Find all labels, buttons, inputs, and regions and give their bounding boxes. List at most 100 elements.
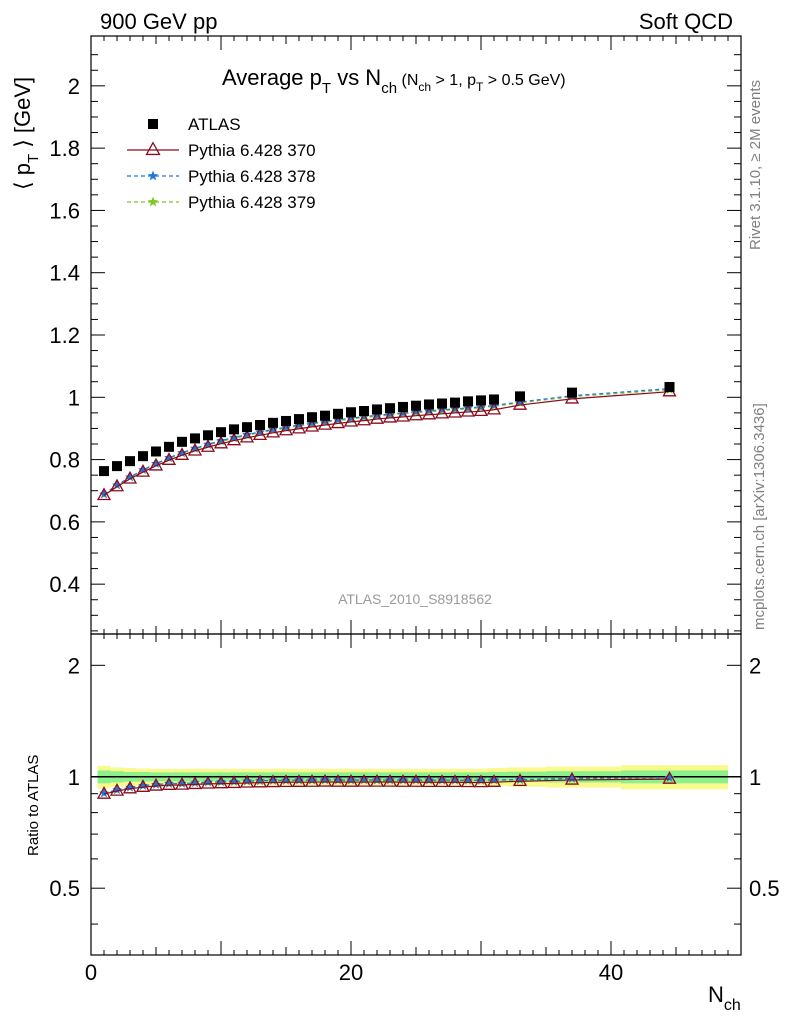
ratio-y-tick-label: 2 <box>68 653 80 678</box>
point-atlas <box>203 430 213 441</box>
point-atlas <box>112 461 122 472</box>
point-pythia-370 <box>135 464 151 477</box>
point-atlas <box>190 433 200 444</box>
point-pythia-378 <box>294 420 304 430</box>
ratio-point-pythia-378 <box>255 775 265 785</box>
series-line-pythia-370 <box>103 391 670 496</box>
point-pythia-370 <box>96 487 112 501</box>
ratio-point-pythia-370 <box>304 774 320 787</box>
ratio-point-pythia-370 <box>278 774 294 787</box>
title-cut-b: > 1, p <box>431 72 476 89</box>
header-left-label: 900 GeV pp <box>100 9 217 34</box>
ratio-point-pythia-378 <box>294 775 304 785</box>
point-pythia-370 <box>161 452 177 465</box>
point-atlas <box>411 400 421 411</box>
point-atlas <box>359 405 369 416</box>
header-right-label: Soft QCD <box>639 9 733 34</box>
point-atlas <box>567 387 577 398</box>
point-pythia-370 <box>122 470 138 484</box>
point-pythia-370 <box>187 442 203 456</box>
ratio-point-pythia-378 <box>664 772 675 782</box>
point-atlas <box>398 401 408 412</box>
legend-label: Pythia 6.428 370 <box>188 141 316 160</box>
point-pythia-378 <box>138 464 148 474</box>
point-pythia-370 <box>395 408 411 422</box>
point-pythia-378 <box>268 424 278 434</box>
point-atlas <box>515 391 525 402</box>
y-label-post: ⟩ [GeV] <box>10 77 35 154</box>
point-pythia-370 <box>291 420 307 434</box>
ratio-point-pythia-370 <box>317 773 333 787</box>
point-atlas <box>99 466 109 477</box>
ratio-plot-frame <box>90 633 742 956</box>
x-label-main: N <box>708 982 724 1007</box>
point-pythia-378 <box>398 407 408 417</box>
point-pythia-370 <box>278 422 294 436</box>
point-atlas <box>307 412 317 423</box>
ratio-point-pythia-378 <box>476 775 486 785</box>
point-atlas <box>463 396 473 407</box>
point-pythia-370 <box>382 409 398 423</box>
y-tick-label: 1 <box>68 385 80 410</box>
point-pythia-378 <box>190 443 200 453</box>
ratio-point-pythia-370 <box>564 771 580 785</box>
chart-title: Average pT vs Nch (Nch > 1, pT > 0.5 GeV… <box>222 65 566 97</box>
legend-marker-pythia-370 <box>145 141 161 156</box>
point-atlas <box>294 414 304 425</box>
point-atlas <box>333 408 343 419</box>
legend-label: Pythia 6.428 378 <box>188 167 316 186</box>
ratio-point-pythia-378 <box>281 775 291 785</box>
series-atlas-main <box>99 382 675 477</box>
y-tick-label: 0.6 <box>49 510 80 535</box>
x-tick-label: 0 <box>85 960 97 985</box>
y-tick-label: 2 <box>68 74 80 99</box>
point-atlas <box>424 399 434 410</box>
y-axis-label: ⟨ pT ⟩ [GeV] <box>10 77 42 190</box>
point-atlas <box>664 382 675 393</box>
x-tick-label: 40 <box>599 960 623 985</box>
ratio-point-pythia-378 <box>229 776 239 786</box>
point-atlas <box>138 451 148 462</box>
legend-label: ATLAS <box>188 115 241 134</box>
rivet-version-label: Rivet 3.1.10, ≥ 2M events <box>747 80 764 250</box>
y-tick-label: 0.4 <box>49 572 80 597</box>
ratio-point-pythia-370 <box>473 774 489 788</box>
ratio-point-pythia-378 <box>164 778 174 788</box>
ratio-y-tick-label: 0.5 <box>49 876 80 901</box>
ratio-point-pythia-370 <box>265 774 281 788</box>
title-cut-c: > 0.5 GeV) <box>483 72 565 89</box>
ratio-line-pythia-370 <box>103 778 670 795</box>
legend-marker-atlas <box>148 119 158 129</box>
y-tick-label: 0.8 <box>49 448 80 473</box>
point-pythia-370 <box>174 447 190 460</box>
point-pythia-370 <box>486 401 502 415</box>
point-pythia-378 <box>177 447 187 457</box>
point-pythia-378 <box>320 416 330 426</box>
series-pythia-370-main <box>96 383 677 501</box>
ratio-point-pythia-378 <box>151 779 161 789</box>
ratio-point-pythia-378 <box>320 774 330 784</box>
title-main-sub: T <box>322 80 331 97</box>
series-pythia-370-ratio <box>96 771 677 799</box>
ratio-point-pythia-370 <box>421 774 437 788</box>
legend-label: Pythia 6.428 379 <box>188 193 316 212</box>
y-label-sub: T <box>25 154 42 163</box>
ratio-point-pythia-370 <box>148 777 164 791</box>
point-atlas <box>450 397 460 408</box>
ratio-point-pythia-370 <box>395 774 411 787</box>
point-atlas <box>216 427 226 438</box>
ratio-point-pythia-370 <box>356 774 372 787</box>
point-pythia-378 <box>281 422 291 432</box>
ratio-point-pythia-378 <box>385 774 395 784</box>
data-series <box>96 382 677 799</box>
point-pythia-378 <box>99 489 109 499</box>
point-atlas <box>320 410 330 421</box>
ratio-line-pythia-378 <box>103 776 670 794</box>
series-line-pythia-378 <box>103 387 670 495</box>
ratio-point-pythia-378 <box>437 775 447 785</box>
ratio-point-pythia-370 <box>174 776 190 790</box>
ratio-point-pythia-370 <box>200 775 216 789</box>
point-pythia-378 <box>411 406 421 416</box>
point-atlas <box>489 394 499 405</box>
ratio-point-pythia-370 <box>343 774 359 787</box>
